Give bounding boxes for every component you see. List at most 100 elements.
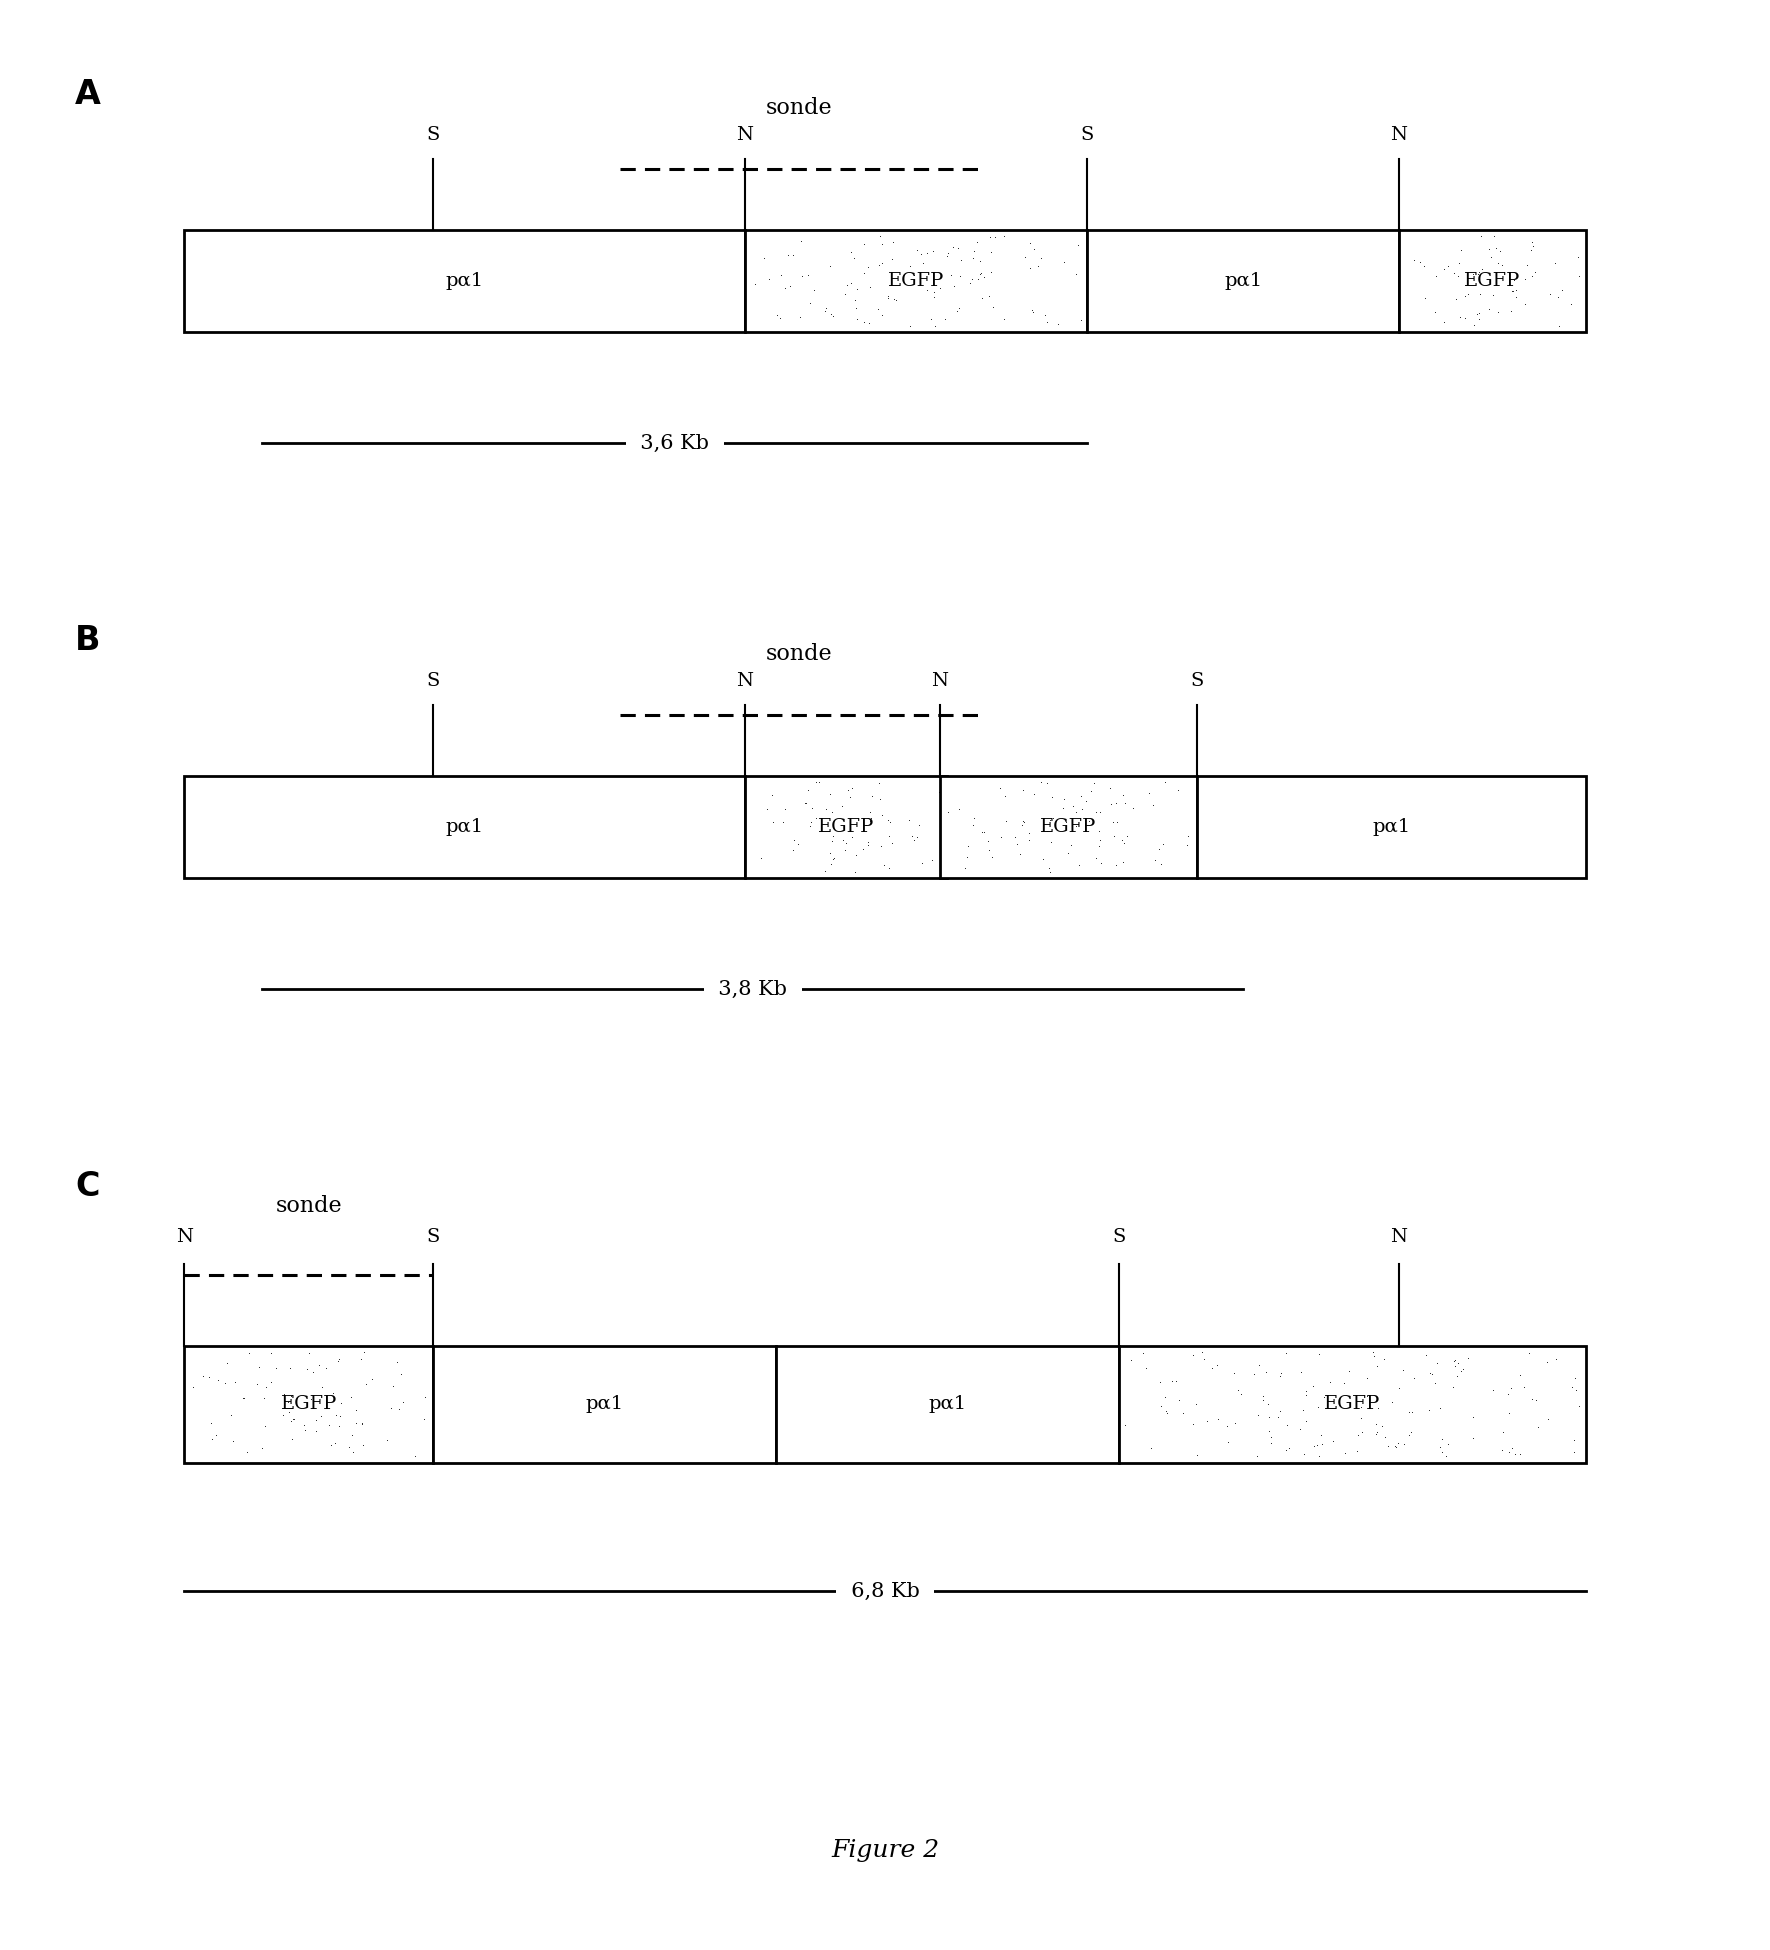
Point bbox=[1432, 1441, 1460, 1472]
Point bbox=[798, 792, 827, 823]
Point bbox=[1565, 261, 1593, 292]
Point bbox=[1427, 1392, 1455, 1424]
Point bbox=[857, 805, 885, 837]
Point bbox=[869, 248, 897, 279]
Point bbox=[322, 1400, 350, 1431]
Point bbox=[1193, 1406, 1221, 1437]
Point bbox=[851, 809, 880, 840]
Point bbox=[811, 294, 839, 326]
Point bbox=[1427, 1431, 1455, 1462]
Point bbox=[1450, 1353, 1478, 1384]
Point bbox=[338, 1437, 366, 1468]
Point bbox=[276, 1353, 304, 1384]
Point bbox=[878, 244, 906, 275]
Point bbox=[853, 252, 881, 283]
Bar bbox=[184, 230, 745, 332]
Point bbox=[276, 1381, 304, 1412]
Point bbox=[1020, 234, 1048, 265]
Point bbox=[1306, 1420, 1335, 1451]
Point bbox=[271, 1379, 299, 1410]
Text: S: S bbox=[1189, 673, 1204, 690]
Bar bbox=[745, 776, 947, 878]
Point bbox=[1034, 815, 1062, 846]
Point bbox=[1395, 1396, 1423, 1427]
Point bbox=[1292, 1375, 1320, 1406]
Point bbox=[1027, 242, 1055, 273]
Point bbox=[1510, 1371, 1538, 1402]
Point bbox=[1453, 279, 1481, 310]
Point bbox=[1561, 1363, 1589, 1394]
Point bbox=[1251, 1355, 1280, 1386]
Bar bbox=[940, 776, 1197, 878]
Point bbox=[1349, 1416, 1377, 1447]
Point bbox=[1559, 1437, 1588, 1468]
Point bbox=[963, 263, 991, 294]
Point bbox=[1398, 1396, 1427, 1427]
Point bbox=[1535, 1404, 1563, 1435]
Point bbox=[1165, 774, 1193, 805]
Point bbox=[202, 1420, 230, 1451]
Point bbox=[770, 271, 798, 302]
Point bbox=[1140, 844, 1168, 876]
Point bbox=[1503, 281, 1531, 312]
Point bbox=[835, 782, 864, 813]
Point bbox=[933, 240, 961, 271]
Point bbox=[773, 240, 802, 271]
Point bbox=[1085, 815, 1113, 846]
Point bbox=[1152, 1396, 1181, 1427]
Point bbox=[1301, 1429, 1329, 1461]
Point bbox=[349, 1408, 377, 1439]
Point bbox=[1361, 1408, 1389, 1439]
Point bbox=[1510, 263, 1538, 294]
Point bbox=[319, 1379, 347, 1410]
Point bbox=[1179, 1408, 1207, 1439]
Point bbox=[1412, 1340, 1441, 1371]
Point bbox=[1009, 805, 1037, 837]
Point bbox=[864, 294, 892, 326]
Point bbox=[1389, 1355, 1418, 1386]
Point bbox=[1335, 1355, 1363, 1386]
Point bbox=[389, 1386, 418, 1418]
Point bbox=[913, 275, 942, 306]
Text: 3,6 Kb: 3,6 Kb bbox=[627, 433, 722, 452]
Point bbox=[308, 1371, 336, 1402]
Point bbox=[874, 281, 903, 312]
Point bbox=[795, 774, 823, 805]
Point bbox=[869, 850, 897, 881]
Point bbox=[1434, 1427, 1462, 1459]
Point bbox=[1464, 298, 1492, 330]
Point bbox=[818, 821, 846, 852]
Point bbox=[1119, 792, 1147, 823]
Point bbox=[926, 273, 954, 304]
Point bbox=[1011, 807, 1039, 838]
Point bbox=[1035, 852, 1064, 883]
Point bbox=[303, 1404, 331, 1435]
Text: EGFP: EGFP bbox=[1324, 1394, 1381, 1414]
Bar bbox=[1197, 776, 1586, 878]
Point bbox=[1032, 766, 1060, 798]
Point bbox=[1308, 1427, 1336, 1459]
Point bbox=[1497, 275, 1526, 306]
Point bbox=[908, 248, 936, 279]
Point bbox=[874, 821, 903, 852]
Point bbox=[1352, 1381, 1381, 1412]
Point bbox=[1163, 1365, 1191, 1396]
Point bbox=[853, 827, 881, 858]
Point bbox=[904, 809, 933, 840]
Point bbox=[853, 829, 881, 860]
Point bbox=[920, 310, 949, 341]
Point bbox=[189, 1361, 218, 1392]
Point bbox=[1347, 1402, 1375, 1433]
Point bbox=[294, 1353, 322, 1384]
Point bbox=[269, 1398, 297, 1429]
Point bbox=[843, 273, 871, 304]
Point bbox=[958, 263, 986, 294]
Point bbox=[1519, 230, 1547, 261]
Point bbox=[1395, 1420, 1423, 1451]
Point bbox=[1497, 1433, 1526, 1464]
Point bbox=[1145, 1367, 1174, 1398]
Point bbox=[1565, 1390, 1593, 1422]
Point bbox=[1255, 1402, 1283, 1433]
Point bbox=[1506, 1437, 1535, 1468]
Point bbox=[986, 772, 1014, 803]
